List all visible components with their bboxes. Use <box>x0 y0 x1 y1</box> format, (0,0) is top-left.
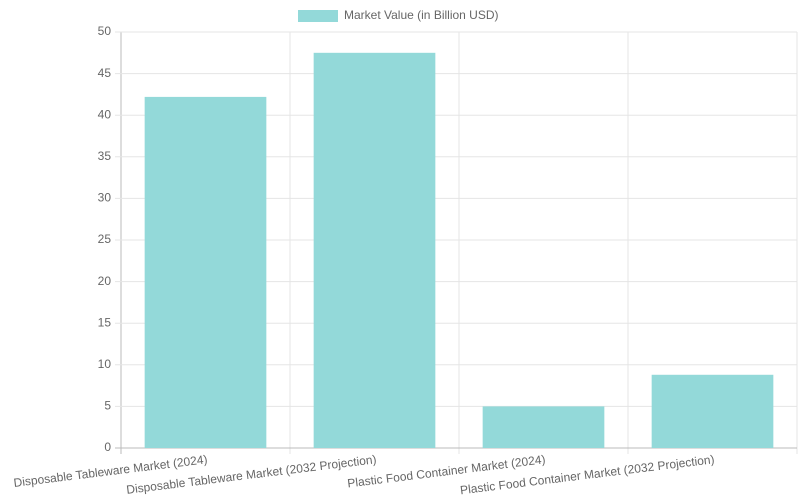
bar <box>482 406 605 448</box>
y-tick-label: 15 <box>98 315 112 329</box>
legend: Market Value (in Billion USD) <box>298 8 499 22</box>
y-tick-label: 30 <box>98 191 112 205</box>
legend-swatch <box>298 10 338 22</box>
y-tick-label: 35 <box>98 149 112 163</box>
y-tick-label: 40 <box>98 107 112 121</box>
bar <box>651 374 774 448</box>
y-tick-label: 45 <box>98 66 112 80</box>
bar <box>313 52 436 449</box>
y-tick-label: 20 <box>98 274 112 288</box>
y-tick-label: 0 <box>104 440 111 454</box>
y-tick-label: 50 <box>98 24 112 38</box>
y-tick-label: 25 <box>98 232 112 246</box>
bar <box>144 96 267 448</box>
legend-label: Market Value (in Billion USD) <box>344 8 499 22</box>
y-tick-label: 10 <box>98 357 112 371</box>
y-tick-label: 5 <box>104 399 111 413</box>
